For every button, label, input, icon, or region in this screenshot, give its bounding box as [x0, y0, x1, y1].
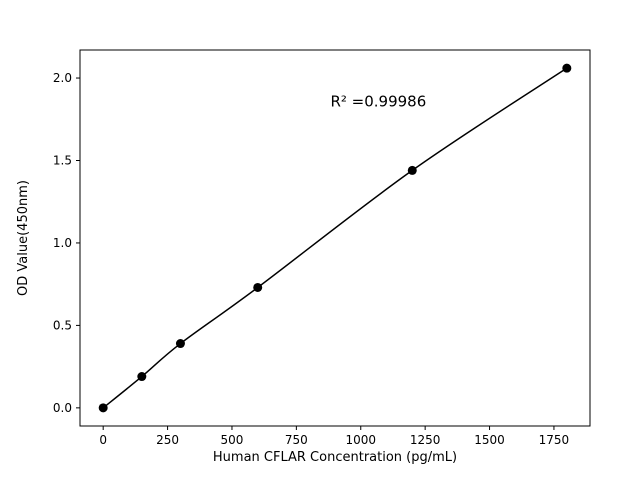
y-tick-label: 0.5	[53, 318, 72, 332]
data-point	[562, 63, 572, 73]
y-axis-label: OD Value(450nm)	[16, 180, 31, 296]
data-point	[253, 282, 263, 292]
plot-area	[79, 49, 591, 427]
x-tick-label: 1000	[345, 433, 376, 447]
y-tick-label: 1.5	[53, 153, 72, 167]
x-tick-label: 1250	[410, 433, 441, 447]
data-point	[137, 372, 147, 382]
y-tick-label: 0.0	[53, 401, 72, 415]
x-tick-label: 250	[156, 433, 179, 447]
fit-line	[102, 67, 568, 409]
y-tick-label: 2.0	[53, 71, 72, 85]
data-series	[98, 63, 572, 413]
x-tick-label: 1750	[539, 433, 570, 447]
x-tick-label: 0	[99, 433, 107, 447]
axis-ticks: 0 250 500 750 1000 1250 1500 1750 0.0 0.5 1.0 1.5 2.…	[53, 71, 569, 447]
y-tick-label: 1.0	[53, 236, 72, 250]
x-tick-label: 1500	[474, 433, 505, 447]
data-point	[407, 165, 417, 175]
x-tick-label: 750	[285, 433, 308, 447]
x-axis-label: Human CFLAR Concentration (pg/mL)	[213, 450, 457, 465]
r-squared-annotation: R² =0.99986	[330, 92, 426, 110]
x-tick-label: 500	[221, 433, 244, 447]
data-point	[175, 339, 185, 349]
data-point	[98, 403, 108, 413]
